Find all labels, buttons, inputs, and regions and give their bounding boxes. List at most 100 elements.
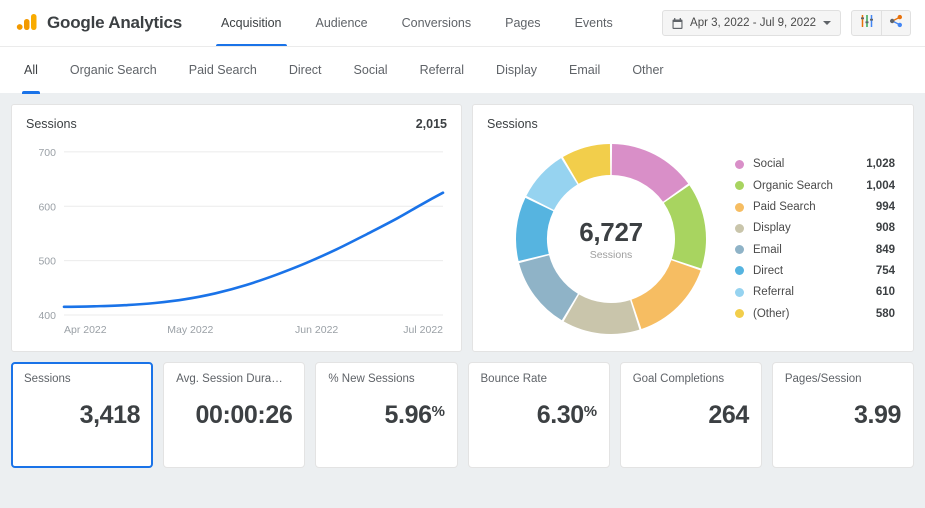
donut-slice-display (563, 294, 640, 334)
channel-tab-other[interactable]: Other (616, 47, 679, 94)
metric-card-avg-session-dura[interactable]: Avg. Session Dura… 00:00:26 (163, 362, 306, 468)
channel-tab-referral[interactable]: Referral (404, 47, 480, 94)
metric-card-sessions[interactable]: Sessions 3,418 (11, 362, 154, 468)
metric-card-pages-session[interactable]: Pages/Session 3.99 (771, 362, 915, 468)
tab-acquisition[interactable]: Acquisition (204, 0, 298, 46)
dashboard-body: Sessions 2,015 400 500 600 700 Apr 2022 May 2… (0, 93, 925, 468)
tab-events-label: Events (574, 16, 613, 30)
line-chart-plot: 400 500 600 700 Apr 2022 May 2022 Jun 2022 Jul … (26, 133, 447, 341)
channel-tab-email[interactable]: Email (553, 47, 616, 94)
x-axis-tick: Jun 2022 (295, 324, 338, 336)
date-range-picker[interactable]: Apr 3, 2022 - Jul 9, 2022 (662, 10, 841, 36)
legend-color-swatch (735, 266, 744, 276)
sessions-donut-card: Sessions 6,727 Sessions Social 1,028 Organ… (472, 104, 914, 352)
channel-tab-all[interactable]: All (8, 47, 54, 94)
calendar-icon (672, 17, 683, 29)
tab-pages[interactable]: Pages (488, 0, 557, 46)
date-range-label: Apr 3, 2022 - Jul 9, 2022 (690, 17, 816, 29)
legend-item-social[interactable]: Social 1,028 (735, 154, 895, 175)
legend-item-paid-search[interactable]: Paid Search 994 (735, 196, 895, 217)
legend-value: 908 (875, 222, 895, 235)
legend-color-swatch (735, 245, 744, 255)
legend-color-swatch (735, 159, 744, 169)
line-chart-total: 2,015 (415, 117, 447, 131)
main-tabs: Acquisition Audience Conversions Pages E… (204, 0, 630, 46)
legend-color-swatch (735, 287, 744, 297)
legend-label: Social (753, 158, 785, 171)
donut-chart: 6,727 Sessions (507, 136, 715, 342)
channel-tab-display[interactable]: Display (480, 47, 553, 94)
donut-row: 6,727 Sessions Social 1,028 Organic Search… (487, 133, 899, 345)
metric-card-label: % New Sessions (328, 373, 415, 385)
charts-row: Sessions 2,015 400 500 600 700 Apr 2022 May 2… (11, 104, 914, 352)
legend-item-referral[interactable]: Referral 610 (735, 282, 895, 303)
legend-value: 580 (875, 307, 895, 320)
filter-settings-button[interactable] (852, 11, 881, 35)
line-chart-title: Sessions (26, 117, 77, 131)
line-series-sessions (62, 191, 445, 309)
line-chart-header: Sessions 2,015 (26, 117, 447, 131)
legend-value: 994 (875, 201, 895, 214)
metric-card-value: 3,418 (79, 401, 141, 429)
tab-conversions[interactable]: Conversions (385, 0, 488, 46)
metric-card-value: 00:00:26 (195, 401, 293, 429)
channel-tab-organic-search[interactable]: Organic Search (54, 47, 173, 94)
metric-card-label: Avg. Session Dura… (176, 373, 283, 385)
metric-card-suffix: % (583, 403, 597, 420)
x-axis-tick: Apr 2022 (64, 324, 107, 336)
metric-card-label: Bounce Rate (480, 373, 548, 385)
channel-tab-organic-search-label: Organic Search (69, 63, 157, 77)
y-axis-tick: 500 (38, 256, 56, 268)
legend-item-direct[interactable]: Direct 754 (735, 260, 895, 281)
tab-audience-label: Audience (315, 16, 368, 30)
channel-tab-paid-search-label: Paid Search (188, 63, 257, 77)
channel-tabs: All Organic Search Paid Search Direct So… (0, 46, 925, 94)
sessions-line-chart-card: Sessions 2,015 400 500 600 700 Apr 2022 May 2… (11, 104, 462, 352)
legend-item-organic-search[interactable]: Organic Search 1,004 (735, 175, 895, 196)
metric-card-value: 5.96% (384, 401, 445, 429)
channel-tab-paid-search[interactable]: Paid Search (173, 47, 273, 94)
legend-label: Direct (753, 264, 784, 277)
donut-chart-svg (516, 144, 706, 334)
donut-slice-email (519, 255, 578, 321)
metric-card-suffix: % (431, 403, 445, 420)
legend-label: Email (753, 243, 782, 256)
legend-item-other[interactable]: (Other) 580 (735, 303, 895, 324)
google-analytics-bars-icon (16, 12, 38, 34)
metric-cards-row: Sessions 3,418 Avg. Session Dura… 00:00:26%… (11, 362, 915, 468)
donut-title: Sessions (487, 117, 538, 131)
tab-pages-label: Pages (505, 16, 541, 30)
legend-color-swatch (735, 309, 744, 319)
tab-events[interactable]: Events (558, 0, 630, 46)
channel-tab-social[interactable]: Social (338, 47, 404, 94)
chevron-down-icon (823, 21, 831, 25)
legend-color-swatch (735, 181, 744, 191)
tab-audience[interactable]: Audience (299, 0, 385, 46)
donut-header: Sessions (487, 117, 899, 131)
channel-tab-all-label: All (24, 63, 38, 77)
metric-card-new-sessions[interactable]: % New Sessions 5.96% (315, 362, 458, 468)
donut-legend: Social 1,028 Organic Search 1,004 Paid Searc… (735, 154, 899, 324)
legend-item-display[interactable]: Display 908 (735, 218, 895, 239)
y-axis-tick: 600 (38, 201, 56, 213)
legend-item-email[interactable]: Email 849 (735, 239, 895, 260)
metric-card-label: Sessions (24, 373, 71, 385)
channel-tab-referral-label: Referral (419, 63, 465, 77)
brand: Google Analytics (16, 12, 182, 34)
legend-value: 754 (875, 264, 895, 277)
channel-tab-email-label: Email (569, 63, 601, 77)
channel-tab-social-label: Social (353, 63, 388, 77)
legend-color-swatch (735, 223, 744, 233)
share-button[interactable] (881, 11, 910, 35)
metric-card-bounce-rate[interactable]: Bounce Rate 6.30% (467, 362, 610, 468)
y-axis-tick: 700 (38, 147, 56, 159)
metric-card-goal-completions[interactable]: Goal Completions 264 (619, 362, 762, 468)
channel-tab-other-label: Other (632, 63, 664, 77)
channel-tab-direct[interactable]: Direct (273, 47, 338, 94)
legend-label: (Other) (753, 307, 790, 320)
donut-slice-paid-search (631, 260, 701, 329)
donut-slice-direct (516, 197, 554, 261)
sliders-icon (860, 14, 874, 33)
tab-conversions-label: Conversions (401, 16, 472, 30)
metric-card-label: Goal Completions (632, 373, 725, 385)
